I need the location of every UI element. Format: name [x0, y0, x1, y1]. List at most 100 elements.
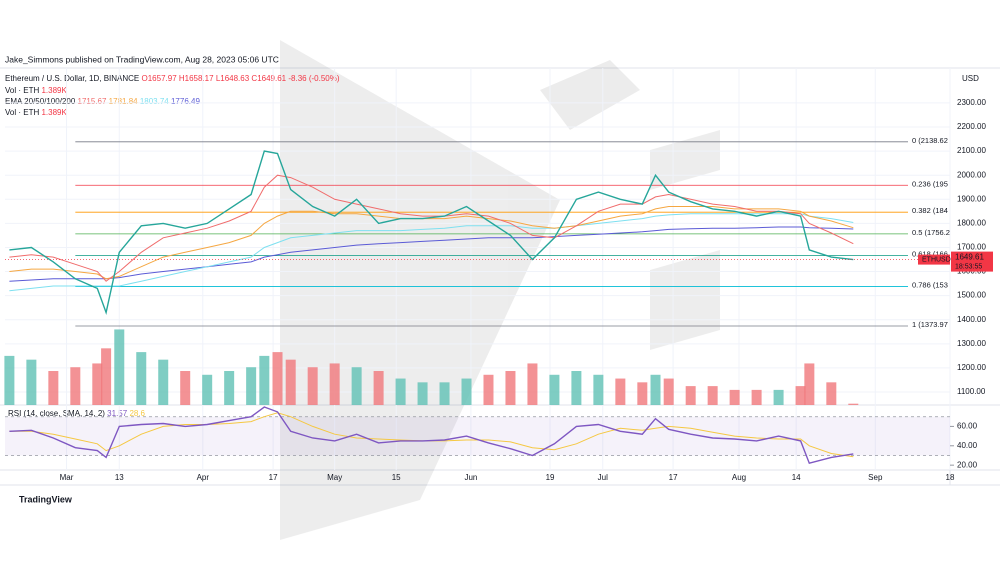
volume-bar	[246, 367, 257, 405]
series-line	[9, 406, 854, 465]
volume-bar	[593, 374, 604, 405]
volume-bar	[848, 403, 859, 405]
y-tick-label: 1100.00	[957, 387, 986, 396]
watermark	[280, 40, 720, 540]
x-tick-label: 18	[946, 473, 955, 482]
volume-bar	[259, 355, 270, 405]
volume-bar	[92, 363, 103, 405]
last-price-value: 1649.61	[955, 253, 984, 262]
legend-line: Vol · ETH 1.389K	[5, 108, 67, 117]
x-tick-label: 15	[392, 473, 401, 482]
vol-label: Vol · ETH	[5, 108, 39, 117]
brand-text: TradingView	[19, 494, 73, 504]
legend-line: Ethereum / U.S. Dollar, 1D, BINANCE O165…	[5, 74, 340, 83]
volume-bar	[439, 382, 450, 405]
volume-bar	[663, 378, 674, 405]
x-tick-label: Aug	[732, 473, 746, 482]
volume-bar	[202, 374, 213, 405]
x-tick-label: Apr	[197, 473, 210, 482]
high: H1658.17	[179, 74, 214, 83]
low: L1648.63	[216, 74, 250, 83]
volume-bar	[136, 352, 147, 405]
series-line	[9, 213, 854, 292]
volume-bar	[637, 382, 648, 405]
y-tick-label: 1200.00	[957, 363, 986, 372]
vol-value: 1.389K	[41, 108, 67, 117]
y-tick-label: 1300.00	[957, 339, 986, 348]
y-tick-label: 1700.00	[957, 243, 986, 252]
volume-bar	[48, 371, 59, 405]
currency: USD	[962, 74, 979, 83]
fib-label: 0.786 (153	[912, 281, 948, 290]
y-tick-label: 1500.00	[957, 291, 986, 300]
volume-bar	[158, 359, 169, 405]
change: -8.36 (-0.50%)	[288, 74, 339, 83]
close: C1649.61	[251, 74, 286, 83]
volume-bar	[4, 355, 15, 405]
x-tick-label: 14	[792, 473, 801, 482]
volume-bar	[101, 348, 112, 405]
rsi-band	[5, 416, 950, 456]
fib-label: 0.618 (166	[912, 250, 948, 259]
fib-label: 1 (1373.97	[912, 320, 948, 329]
ema-value: 1715.67	[78, 97, 107, 106]
y-tick-label: 1800.00	[957, 218, 986, 227]
volume-bar	[795, 386, 806, 405]
volume-bar	[549, 374, 560, 405]
volume-bar	[826, 382, 837, 405]
vol-label: Vol · ETH	[5, 86, 39, 95]
legend-line: Vol · ETH 1.389K	[5, 86, 67, 95]
rsi-label: RSI (14, close, SMA, 14, 2)	[8, 409, 105, 418]
ema-value: 1776.49	[171, 97, 200, 106]
rsi-tick-label: 20.00	[957, 460, 978, 469]
volume-bar	[285, 359, 296, 405]
x-tick-label: Sep	[868, 473, 883, 482]
volume-bar	[180, 371, 191, 405]
rsi-value: 28.6	[129, 409, 145, 418]
fib-label: 0.236 (195	[912, 179, 948, 188]
y-tick-label: 2300.00	[957, 98, 986, 107]
last-price-tag	[918, 254, 950, 265]
legend-line: RSI (14, close, SMA, 14, 2) 31.57 28.6	[8, 409, 146, 418]
volume-bar	[351, 367, 362, 405]
volume-bar	[114, 329, 125, 405]
volume-bar	[804, 363, 815, 405]
open: O1657.97	[142, 74, 178, 83]
volume-bar	[461, 378, 472, 405]
fib-label: 0.382 (184	[912, 206, 948, 215]
last-price-time: 18:53:55	[955, 263, 982, 270]
ema-value: 1781.84	[109, 97, 138, 106]
vol-value: 1.389K	[41, 86, 67, 95]
legend-line: EMA 20/50/100/200 1715.67 1781.84 1803.7…	[5, 97, 200, 106]
published: Jake_Simmons published on TradingView.co…	[5, 54, 279, 64]
volume-bar	[329, 363, 340, 405]
symbol: Ethereum / U.S. Dollar, 1D, BINANCE	[5, 74, 139, 83]
volume-bar	[707, 386, 718, 405]
volume-bar	[395, 378, 406, 405]
x-tick-label: Jul	[598, 473, 608, 482]
volume-bar	[650, 374, 661, 405]
volume-bar	[505, 371, 516, 405]
ema-label: EMA 20/50/100/200	[5, 97, 76, 106]
y-tick-label: 2200.00	[957, 122, 986, 131]
volume-bar	[307, 367, 318, 405]
series-line	[9, 174, 854, 282]
x-tick-label: 17	[669, 473, 678, 482]
volume-bar	[224, 371, 235, 405]
volume-bar	[615, 378, 626, 405]
volume-bar	[527, 363, 538, 405]
fib-label: 0.5 (1756.2	[912, 228, 950, 237]
rsi-value: 31.57	[107, 409, 128, 418]
volume-bar	[685, 386, 696, 405]
volume-bar	[751, 389, 762, 405]
series-line	[9, 150, 854, 316]
y-tick-label: 2000.00	[957, 170, 986, 179]
volume-bar	[26, 359, 37, 405]
x-tick-label: 19	[546, 473, 555, 482]
ema-value: 1803.74	[140, 97, 169, 106]
volume-bar	[483, 374, 494, 405]
volume-bar	[417, 382, 428, 405]
x-tick-label: 13	[115, 473, 124, 482]
x-tick-label: May	[327, 473, 342, 482]
